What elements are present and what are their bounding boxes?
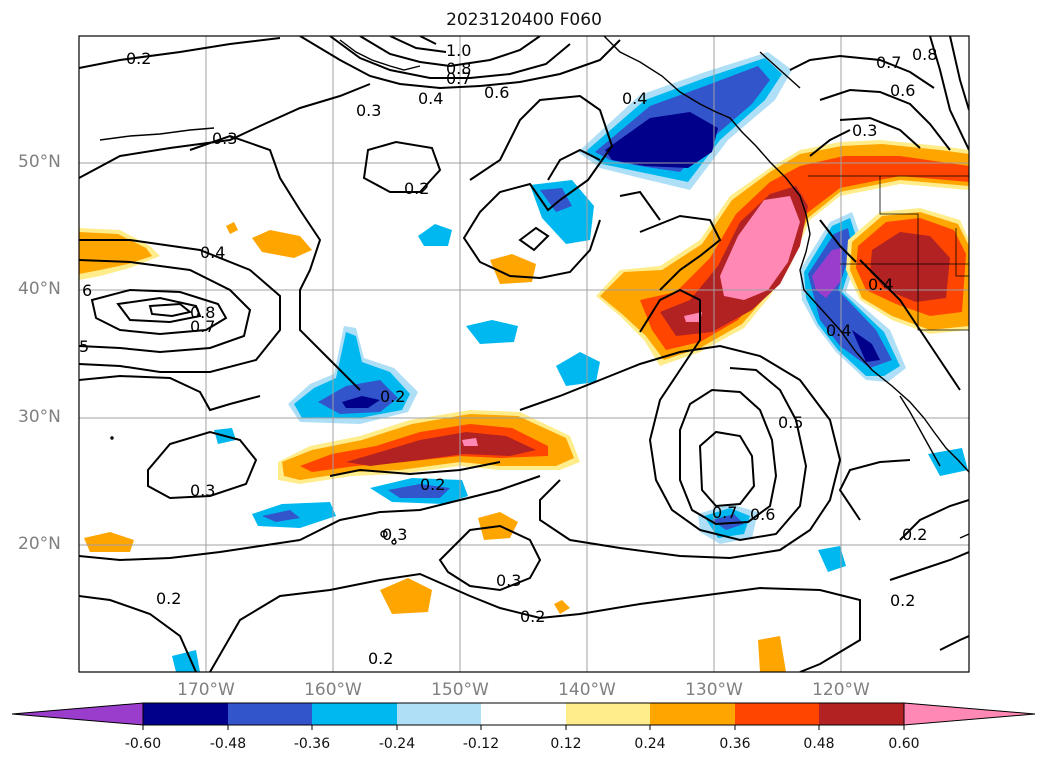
colorbar-tick-label: 0.24 [634, 736, 666, 752]
contour-label: 0.7 [712, 503, 737, 522]
lon-label-160w: 160°W [304, 680, 362, 700]
contour-label: 0.4 [826, 321, 851, 340]
map-title: 2023120400 F060 [446, 10, 602, 30]
contour-label: 0.3 [356, 101, 381, 120]
colorbar-segment [397, 703, 481, 725]
colorbar-segment [650, 703, 735, 725]
colorbar-tick-label: 0.48 [803, 736, 835, 752]
coastlines [99, 36, 969, 545]
contour-label: 0.3 [852, 121, 877, 140]
contour-label: 0.2 [902, 525, 927, 544]
colorbar [11, 702, 1036, 730]
contour-label: 0.6 [750, 505, 775, 524]
colorbar-segment [312, 703, 397, 725]
contour-label: 0.2 [404, 179, 429, 198]
colorbar-extend-high [903, 702, 1036, 726]
colorbar-segment [819, 703, 904, 725]
contour-label: 0.3 [382, 525, 407, 544]
contour-label: 0.3 [190, 481, 215, 500]
colorbar-segment [735, 703, 819, 725]
contour-label: 0.3 [212, 129, 237, 148]
contour-label: 0.4 [418, 89, 443, 108]
contour-label: 0.2 [126, 49, 151, 68]
colorbar-tick-label: -0.36 [293, 736, 331, 752]
contour-label: 0.7 [876, 53, 901, 72]
lon-label-140w: 140°W [558, 680, 616, 700]
contour-label: 0.8 [446, 59, 471, 78]
contour-label: 0.7 [446, 69, 471, 88]
lat-label-30n: 30°N [18, 407, 61, 427]
contour-label: 0.6 [890, 81, 915, 100]
contour-label: 0.8 [190, 303, 215, 322]
colorbar-segment [481, 703, 566, 725]
political-borders [808, 175, 969, 331]
shaded-anomaly-field [79, 52, 969, 672]
colorbar-extend-low [11, 702, 144, 726]
lon-label-130w: 130°W [685, 680, 743, 700]
map-frame [78, 35, 970, 673]
colorbar-tick-label: -0.12 [462, 736, 500, 752]
contour-label: 0.8 [912, 45, 937, 64]
contour-label: 0.2 [890, 591, 915, 610]
contour-label: 0.2 [368, 649, 393, 668]
colorbar-tick-label: 0.36 [719, 736, 751, 752]
colorbar-segment [566, 703, 650, 725]
contour-lines [79, 36, 969, 672]
contour-label: 0.2 [380, 387, 405, 406]
graticule [79, 36, 969, 672]
colorbar-segment [143, 703, 228, 725]
colorbar-tick-label: -0.48 [209, 736, 247, 752]
lat-label-20n: 20°N [18, 534, 61, 554]
contour-label: 0.4 [622, 89, 647, 108]
contour-labels: 0.2 1.0 0.8 0.7 0.6 0.3 0.3 0.2 0.4 0.8 … [79, 41, 937, 668]
contour-label: 0.5 [778, 413, 803, 432]
contour-label: 6 [82, 281, 92, 300]
contour-label: 0.2 [156, 589, 181, 608]
lon-label-170w: 170°W [177, 680, 235, 700]
contour-label: 0.7 [190, 317, 215, 336]
lon-label-150w: 150°W [431, 680, 489, 700]
colorbar-tick-label: 0.60 [888, 736, 920, 752]
lat-label-40n: 40°N [18, 279, 61, 299]
contour-label: 1.0 [446, 41, 471, 60]
contour-label: 0.3 [496, 571, 521, 590]
contour-label: 0.2 [520, 607, 545, 626]
contour-label: 0.4 [200, 243, 225, 262]
lon-label-120w: 120°W [812, 680, 870, 700]
colorbar-tick-label: -0.24 [378, 736, 416, 752]
colorbar-segment [228, 703, 312, 725]
contour-label: 0.6 [484, 83, 509, 102]
colorbar-tick-label: 0.12 [550, 736, 582, 752]
contour-label: 0.4 [868, 275, 893, 294]
colorbar-tick-label: -0.60 [124, 736, 162, 752]
lat-label-50n: 50°N [18, 152, 61, 172]
contour-label: 5 [79, 337, 89, 356]
contour-label: 0.2 [420, 475, 445, 494]
